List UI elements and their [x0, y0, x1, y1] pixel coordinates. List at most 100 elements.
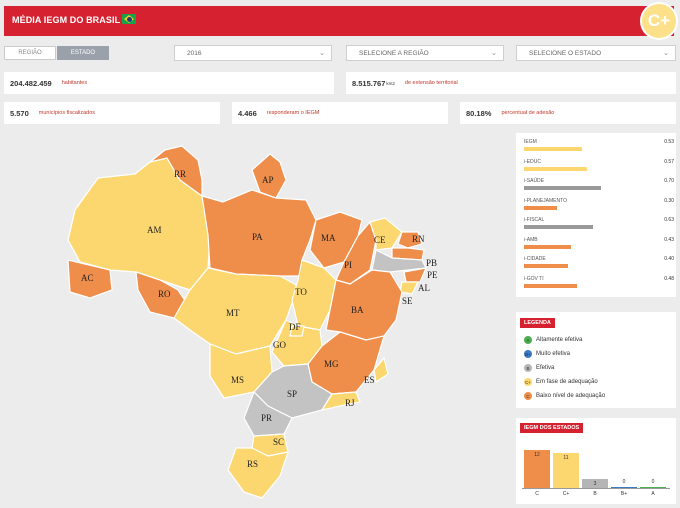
label-sc: SC — [273, 437, 284, 447]
chart-bar-C — [524, 450, 550, 488]
brazil-flag-icon — [122, 14, 136, 24]
state-mt[interactable] — [173, 267, 299, 355]
index-row: i-GOV TI 0.48 — [524, 276, 674, 294]
chart-title: IEGM DOS ESTADOS — [520, 423, 584, 433]
chart-value-label: 11 — [563, 455, 569, 462]
chevron-down-icon: ⌄ — [663, 50, 669, 57]
index-value: 0.63 — [664, 217, 674, 223]
index-bar — [524, 147, 583, 151]
index-row: i-PLANEJAMENTO 0.30 — [524, 198, 674, 216]
chart-bar-B — [582, 478, 608, 488]
label-mt: MT — [226, 308, 240, 318]
legend-title: LEGENDA — [520, 318, 555, 328]
toggle-estado-button[interactable]: ESTADO — [57, 46, 109, 60]
legend-label: Efetiva — [536, 365, 555, 371]
state-pb[interactable] — [391, 247, 425, 261]
state-select[interactable]: SELECIONE O ESTADO ⌄ — [516, 45, 676, 61]
region-select[interactable]: SELECIONE A REGIÃO ⌄ — [346, 45, 504, 61]
stat-value: 4.466 — [238, 108, 257, 118]
label-ce: CE — [374, 235, 386, 245]
index-bar — [524, 186, 601, 190]
index-row: i-AMB 0.43 — [524, 237, 674, 255]
label-rj: RJ — [345, 398, 355, 408]
stat-responderam: 4.466 responderam o IEGM — [232, 102, 448, 124]
index-row: IEGM 0.53 — [524, 139, 674, 157]
index-bar — [524, 244, 572, 249]
label-pr: PR — [261, 413, 272, 423]
stat-habitantes: 204.482.459 habitantes — [4, 72, 334, 94]
state-ba[interactable] — [325, 269, 403, 341]
index-value: 0.30 — [664, 197, 674, 204]
label-ac: AC — [81, 273, 94, 283]
stat-label: de extensão territorial — [404, 80, 458, 86]
index-row: i-FISCAL 0.63 — [524, 217, 674, 235]
state-df[interactable] — [289, 325, 305, 337]
index-label: i-CIDADE — [524, 256, 546, 262]
state-se[interactable] — [399, 281, 419, 295]
label-ap: AP — [262, 175, 274, 185]
label-df: DF — [289, 322, 301, 332]
index-label: IEGM — [524, 139, 537, 145]
state-rs[interactable] — [227, 447, 289, 499]
iegm-estados-panel: IEGM DOS ESTADOS 12 C 11 C+ 3 B 0 B+ 0 A — [516, 418, 676, 504]
state-ap[interactable] — [251, 153, 287, 199]
legend-dot: A — [524, 336, 532, 344]
state-rj[interactable] — [321, 391, 361, 411]
label-mg: MG — [324, 359, 339, 369]
indices-panel: IEGM 0.53 i-EDUC 0.57 i-SAÚDE 0.70 i-PLANEJAME… — [516, 133, 676, 297]
chart-value-label: 3 — [593, 480, 597, 487]
year-select[interactable]: 2016 ⌄ — [174, 45, 332, 61]
index-bar — [524, 225, 594, 229]
toggle-regiao-button[interactable]: REGIÃO — [4, 46, 56, 60]
state-select-value: SELECIONE O ESTADO — [529, 49, 602, 57]
stat-label: habitantes — [61, 80, 88, 86]
label-go: GO — [273, 340, 286, 350]
stat-unit: km2 — [386, 80, 395, 86]
index-label: i-AMB — [524, 236, 538, 243]
grade-badge: C+ — [640, 2, 678, 40]
label-sp: SP — [287, 389, 297, 399]
state-ac[interactable] — [67, 259, 113, 299]
label-rn: RN — [412, 234, 425, 244]
chart-bar-C+ — [553, 453, 579, 488]
chevron-down-icon: ⌄ — [319, 50, 325, 57]
label-pe: PE — [427, 270, 438, 280]
label-ba: BA — [351, 305, 364, 315]
index-row: i-CIDADE 0.40 — [524, 256, 674, 274]
legend-dot: C — [524, 392, 532, 400]
stat-adesao: 80.18% percentual de adesão — [460, 102, 676, 124]
chart-value-label: 0 — [622, 479, 626, 485]
legend-item: B+ Muito efetiva — [524, 350, 570, 358]
index-bar — [524, 283, 577, 288]
state-rr[interactable] — [149, 145, 203, 197]
chart-axis — [522, 488, 670, 489]
index-bar — [524, 264, 568, 268]
chart-bar-B+ — [611, 487, 637, 488]
stat-value: 8.515.767 — [352, 78, 386, 88]
legend-label: Muito efetiva — [536, 351, 571, 357]
state-rn[interactable] — [397, 231, 423, 249]
label-ro: RO — [158, 289, 171, 299]
stat-label: percentual de adesão — [501, 110, 555, 116]
page-title: MÉDIA IEGM DO BRASIL — [12, 15, 121, 25]
legend-item: C Baixo nível de adequação — [524, 392, 605, 400]
region-select-value: SELECIONE A REGIÃO — [359, 49, 429, 57]
index-row: i-EDUC 0.57 — [524, 159, 674, 177]
legend-item: A Altamente efetiva — [524, 336, 582, 344]
index-value: 0.70 — [664, 178, 674, 184]
map-state-labels: RR AP AM PA MA CE RN PB PE AL SE PI AC R… — [81, 169, 438, 469]
label-se: SE — [402, 296, 413, 306]
index-label: i-FISCAL — [524, 217, 545, 223]
index-bar — [524, 166, 587, 171]
index-value: 0.43 — [664, 236, 674, 243]
state-es[interactable] — [373, 357, 389, 383]
stat-label: responderam o IEGM — [266, 110, 320, 116]
label-al: AL — [418, 283, 430, 293]
label-ms: MS — [231, 375, 244, 385]
state-al[interactable] — [403, 267, 427, 283]
label-rs: RS — [247, 459, 258, 469]
label-pa: PA — [252, 232, 263, 242]
header-bar: MÉDIA IEGM DO BRASIL — [4, 6, 674, 36]
legend-label: Baixo nível de adequação — [536, 393, 606, 399]
label-pi: PI — [344, 260, 352, 270]
